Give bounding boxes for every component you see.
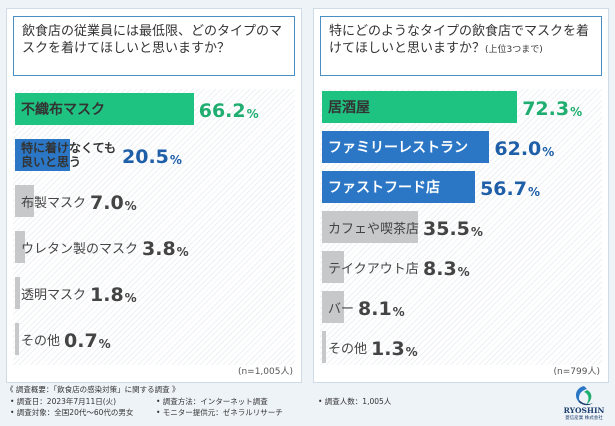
bar-row: ファミリーレストラン 62.0% xyxy=(322,131,602,163)
bar-label: テイクアウト店 xyxy=(328,261,419,277)
bar xyxy=(322,291,344,323)
bar xyxy=(15,185,34,217)
bar-label: その他 xyxy=(328,341,368,357)
bar xyxy=(322,331,326,363)
right-chart-panel: 特にどのようなタイプの飲食店でマスクを着けてほしいと思いますか？(上位3つまで)… xyxy=(313,8,609,383)
bar xyxy=(15,323,19,355)
bar xyxy=(322,171,476,203)
ryoshin-swoosh-icon xyxy=(575,386,593,406)
bar xyxy=(322,211,418,243)
bar-row: その他 0.7% xyxy=(15,323,295,355)
survey-date: • 調査日：2023年7月11日(火) xyxy=(10,397,117,406)
logo-name: RYOSHIN xyxy=(563,406,605,415)
chart-title-note: (上位3つまで) xyxy=(485,45,543,55)
data-label: 62.0% xyxy=(494,138,555,160)
bar-row: ウレタン製のマスク 3.8% xyxy=(15,231,295,263)
bar-label: ファミリーレストラン xyxy=(328,140,468,156)
bar xyxy=(322,91,518,123)
survey-summary-title: 《 調査概要：「飲食店の感染対策」に関する調査 》 xyxy=(6,385,180,394)
bar xyxy=(322,131,490,163)
sample-size: (n=1,005人) xyxy=(237,367,293,377)
data-label: 3.8% xyxy=(142,238,189,260)
data-label: 35.5% xyxy=(423,218,483,240)
company-logo: RYOSHIN 菱信産業 株式会社 xyxy=(555,384,613,424)
bar xyxy=(15,93,194,125)
bar-label: ウレタン製のマスク xyxy=(21,241,139,257)
left-chart-panel: 飲食店の従業員には最低限、どのタイプのマスクを着けてほしいと思いますか？ 不織布… xyxy=(6,8,302,383)
bar-row: バー 8.1% xyxy=(322,291,602,323)
bar-row: テイクアウト店 8.3% xyxy=(322,251,602,283)
chart-background xyxy=(13,89,295,365)
bar-row: 特に着けなくても 良いと思う 20.5% xyxy=(15,139,295,171)
survey-summary: 《 調査概要：「飲食店の感染対策」に関する調査 》 • 調査日：2023年7月1… xyxy=(6,385,546,423)
bar xyxy=(322,251,345,283)
data-label: 72.3% xyxy=(522,98,583,120)
data-label: 20.5% xyxy=(122,146,182,168)
bar-label: 不織布マスク xyxy=(21,102,105,118)
bar-label: 特に着けなくても 良いと思う xyxy=(21,141,117,169)
survey-method: • 調査方法：インターネット調査 xyxy=(156,397,268,406)
bar-label: ファストフード店 xyxy=(328,180,440,196)
bar-label: カフェや喫茶店 xyxy=(328,221,420,237)
bar-label: 布製マスク xyxy=(21,195,87,211)
sample-size: (n=799人) xyxy=(553,367,600,377)
survey-provider: • モニター提供元：ゼネラルリサーチ xyxy=(156,408,283,417)
data-label: 0.7% xyxy=(64,330,111,352)
bar-row: ファストフード店 56.7% xyxy=(322,171,602,203)
bar-row: 不織布マスク 66.2% xyxy=(15,93,295,125)
data-label: 8.3% xyxy=(423,258,470,280)
bar xyxy=(15,231,26,263)
data-label: 1.3% xyxy=(371,338,418,360)
bar xyxy=(15,277,20,309)
survey-target: • 調査対象：全国20代～60代の男女 xyxy=(10,408,134,417)
data-label: 56.7% xyxy=(480,178,540,200)
bar-label: バー xyxy=(328,301,355,317)
bar-row: 透明マスク 1.8% xyxy=(15,277,295,309)
data-label: 8.1% xyxy=(358,298,405,320)
bar-label: その他 xyxy=(21,333,61,349)
bar-label: 透明マスク xyxy=(21,287,87,303)
data-label: 66.2% xyxy=(198,100,259,122)
bar-row: 布製マスク 7.0% xyxy=(15,185,295,217)
data-label: 1.8% xyxy=(90,284,137,306)
bar-label: 居酒屋 xyxy=(328,100,370,116)
question-box: 特にどのようなタイプの飲食店でマスクを着けてほしいと思いますか？(上位3つまで) xyxy=(320,16,602,76)
question-box: 飲食店の従業員には最低限、どのタイプのマスクを着けてほしいと思いますか？ xyxy=(13,16,295,76)
logo-subtitle: 菱信産業 株式会社 xyxy=(565,416,603,421)
chart-title: 飲食店の従業員には最低限、どのタイプのマスクを着けてほしいと思いますか？ xyxy=(22,24,283,56)
chart-title: 特にどのようなタイプの飲食店でマスクを着けてほしいと思いますか？ xyxy=(329,24,590,56)
data-label: 7.0% xyxy=(90,192,137,214)
bar xyxy=(15,139,71,171)
survey-count: • 調査人数：1,005人 xyxy=(318,397,392,406)
bar-row: カフェや喫茶店 35.5% xyxy=(322,211,602,243)
bar-row: 居酒屋 72.3% xyxy=(322,91,602,123)
bar-row: その他 1.3% xyxy=(322,331,602,363)
